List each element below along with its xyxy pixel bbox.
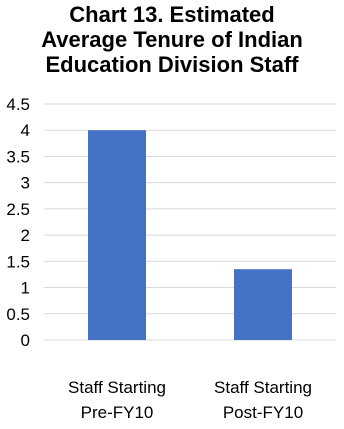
chart-title-line: Education Division Staff <box>45 52 299 77</box>
gridlines <box>44 103 336 341</box>
x-category-label: Staff Starting <box>68 378 166 397</box>
y-tick-label: 1.5 <box>6 252 30 271</box>
bars <box>88 130 292 340</box>
x-axis-category-labels: Staff Starting Pre-FY10 Staff Starting Post… <box>68 378 312 422</box>
chart-title: Chart 13. Estimated Average Tenure of In… <box>0 2 344 77</box>
x-category-label: Staff Starting <box>214 378 312 397</box>
bar <box>234 269 292 340</box>
y-axis-tick-labels: 0 0.5 1 1.5 2 2.5 3 3.5 4 4.5 <box>6 95 30 350</box>
bar <box>88 130 146 340</box>
x-category-label: Pre-FY10 <box>81 403 154 422</box>
y-tick-label: 1 <box>21 279 30 298</box>
y-tick-label: 2 <box>21 226 30 245</box>
chart-title-line: Chart 13. Estimated <box>69 2 275 27</box>
y-tick-label: 0.5 <box>6 305 30 324</box>
y-tick-label: 4.5 <box>6 95 30 114</box>
chart-title-line: Average Tenure of Indian <box>41 27 303 52</box>
y-tick-label: 4 <box>21 121 30 140</box>
y-tick-label: 3 <box>21 174 30 193</box>
y-tick-label: 2.5 <box>6 200 30 219</box>
y-tick-label: 3.5 <box>6 147 30 166</box>
y-tick-label: 0 <box>21 331 30 350</box>
x-category-label: Post-FY10 <box>223 403 303 422</box>
